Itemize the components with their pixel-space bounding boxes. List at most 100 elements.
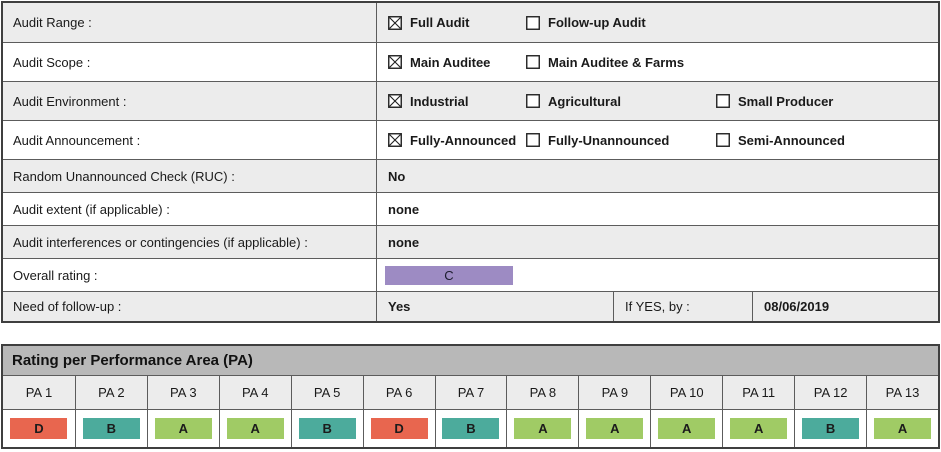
row-label: Audit interferences or contingencies (if… bbox=[3, 226, 377, 258]
checkbox-unchecked-icon[interactable] bbox=[526, 55, 540, 69]
pa-rating-cell: A bbox=[650, 409, 723, 447]
pa-rating-badge: B bbox=[82, 418, 140, 439]
checkbox-option[interactable]: Follow-up Audit bbox=[526, 15, 716, 30]
row-value: none bbox=[388, 201, 420, 217]
checkbox-group: Main Auditee Main Auditee & Farms bbox=[377, 43, 938, 81]
pa-rating-cell: A bbox=[146, 409, 219, 447]
checkbox-option[interactable]: Full Audit bbox=[388, 15, 526, 30]
row-value-cell: No bbox=[377, 160, 938, 192]
form-row-3: Audit Environment : Industrial Agricultura… bbox=[3, 81, 938, 120]
checkbox-option-label: Industrial bbox=[410, 93, 469, 109]
checkbox-option-label: Follow-up Audit bbox=[548, 15, 646, 30]
row-label: Audit Environment : bbox=[3, 82, 377, 120]
checkbox-option-label: Full Audit bbox=[410, 15, 470, 30]
form-row-5: Random Unannounced Check (RUC) : No bbox=[3, 159, 938, 192]
pa-rating-badge: A bbox=[730, 418, 788, 439]
pa-column-header: PA 4 bbox=[218, 376, 291, 409]
pa-rating-badge: B bbox=[298, 418, 356, 439]
pa-section-title: Rating per Performance Area (PA) bbox=[3, 346, 938, 376]
if-yes-label: If YES, by : bbox=[614, 292, 753, 321]
row-label: Audit Scope : bbox=[3, 43, 377, 81]
followup-value: Yes bbox=[377, 292, 614, 321]
row-label: Random Unannounced Check (RUC) : bbox=[3, 160, 377, 192]
pa-rating-badge: B bbox=[442, 418, 500, 439]
pa-column-header: PA 6 bbox=[362, 376, 435, 409]
checkbox-option[interactable]: Small Producer bbox=[716, 94, 938, 109]
checkbox-group: Full Audit Follow-up Audit bbox=[377, 3, 938, 42]
pa-column-header: PA 2 bbox=[74, 376, 147, 409]
pa-rating-badge: B bbox=[802, 418, 860, 439]
checkbox-unchecked-icon[interactable] bbox=[526, 94, 540, 108]
pa-rating-badge: D bbox=[10, 418, 68, 439]
checkbox-checked-icon[interactable] bbox=[388, 15, 402, 30]
pa-rating-cell: D bbox=[3, 409, 75, 447]
checkbox-option[interactable]: Fully-Announced bbox=[388, 133, 526, 148]
pa-rating-section: Rating per Performance Area (PA) PA 1 PA … bbox=[1, 344, 940, 449]
pa-rating-badge: A bbox=[658, 418, 716, 439]
pa-column-header: PA 1 bbox=[3, 376, 75, 409]
pa-column-header: PA 3 bbox=[146, 376, 219, 409]
overall-rating-cell: C bbox=[377, 259, 938, 291]
checkbox-checked-icon[interactable] bbox=[388, 55, 402, 69]
checkbox-option-label: Main Auditee & Farms bbox=[548, 54, 685, 70]
pa-rating-cell: B bbox=[794, 409, 867, 447]
if-yes-date: 08/06/2019 bbox=[764, 299, 830, 314]
row-label: Audit Range : bbox=[3, 3, 377, 42]
checkbox-option[interactable]: Agricultural bbox=[526, 94, 716, 109]
checkbox-option[interactable]: Industrial bbox=[388, 94, 526, 109]
form-row-6: Audit extent (if applicable) : none bbox=[3, 192, 938, 225]
pa-rating-cell: A bbox=[578, 409, 651, 447]
checkbox-option[interactable]: Main Auditee & Farms bbox=[526, 55, 716, 70]
pa-column-header: PA 11 bbox=[722, 376, 795, 409]
pa-rating-badge: A bbox=[514, 418, 572, 439]
checkbox-unchecked-icon[interactable] bbox=[526, 133, 540, 147]
pa-header-row: PA 1 PA 2 PA 3 PA 4 PA 5 PA 6 PA 7 PA 8 PA 9 PA 1… bbox=[3, 376, 938, 409]
row-label: Need of follow-up : bbox=[3, 292, 377, 321]
form-row-1: Audit Range : Full Audit Follow-up Audit bbox=[3, 3, 938, 42]
checkbox-option-label: Main Auditee bbox=[410, 54, 491, 70]
checkbox-group: Fully-Announced Fully-Unannounced Semi-Ann… bbox=[377, 121, 938, 159]
checkbox-option-label: Small Producer bbox=[738, 93, 834, 109]
form-row-4: Audit Announcement : Fully-Announced Fully… bbox=[3, 120, 938, 159]
pa-rating-cell: B bbox=[74, 409, 147, 447]
checkbox-option[interactable]: Fully-Unannounced bbox=[526, 133, 716, 148]
pa-column-header: PA 12 bbox=[794, 376, 867, 409]
pa-rating-badge: A bbox=[586, 418, 644, 439]
row-value-cell: none bbox=[377, 193, 938, 225]
checkbox-checked-icon[interactable] bbox=[388, 133, 402, 147]
pa-column-header: PA 9 bbox=[578, 376, 651, 409]
pa-column-header: PA 13 bbox=[866, 376, 938, 409]
pa-rating-cell: B bbox=[290, 409, 363, 447]
pa-rating-cell: A bbox=[866, 409, 938, 447]
checkbox-option-label: Agricultural bbox=[548, 93, 621, 109]
checkbox-option[interactable]: Main Auditee bbox=[388, 55, 526, 70]
overall-rating-badge: C bbox=[385, 265, 513, 285]
pa-rating-badge: D bbox=[370, 418, 428, 439]
row-label: Overall rating : bbox=[3, 259, 377, 291]
checkbox-option-label: Semi-Announced bbox=[738, 132, 845, 148]
pa-rating-cell: D bbox=[362, 409, 435, 447]
pa-rating-cell: A bbox=[218, 409, 291, 447]
checkbox-unchecked-icon[interactable] bbox=[716, 94, 730, 108]
pa-column-header: PA 5 bbox=[290, 376, 363, 409]
pa-rating-badge: A bbox=[874, 418, 932, 439]
checkbox-checked-icon[interactable] bbox=[388, 94, 402, 108]
form-row-9: Need of follow-up : Yes If YES, by : 08/06/… bbox=[3, 291, 938, 321]
checkbox-option[interactable]: Semi-Announced bbox=[716, 133, 938, 148]
form-row-7: Audit interferences or contingencies (if… bbox=[3, 225, 938, 258]
form-row-8: Overall rating : C bbox=[3, 258, 938, 291]
checkbox-unchecked-icon[interactable] bbox=[716, 133, 730, 147]
row-value: No bbox=[388, 168, 406, 184]
row-label: Audit Announcement : bbox=[3, 121, 377, 159]
pa-rating-badge: A bbox=[226, 418, 284, 439]
form-row-2: Audit Scope : Main Auditee Main Auditee & … bbox=[3, 42, 938, 81]
checkbox-unchecked-icon[interactable] bbox=[526, 15, 540, 30]
pa-rating-cell: B bbox=[434, 409, 507, 447]
pa-column-header: PA 8 bbox=[506, 376, 579, 409]
row-value-cell: none bbox=[377, 226, 938, 258]
pa-column-header: PA 7 bbox=[434, 376, 507, 409]
checkbox-group: Industrial Agricultural Small Producer bbox=[377, 82, 938, 120]
pa-rating-badge: A bbox=[154, 418, 212, 439]
